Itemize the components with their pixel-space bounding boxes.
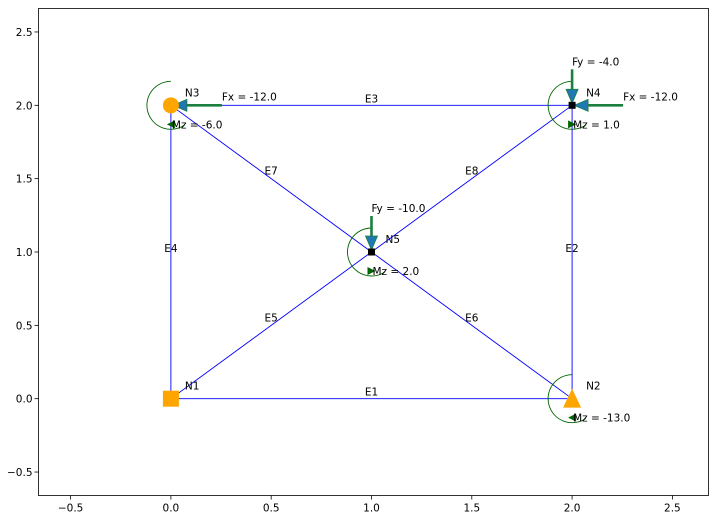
y-tick-label: 0.5 — [16, 320, 33, 332]
support-square-marker — [162, 390, 179, 407]
force-arrowhead — [364, 235, 379, 252]
element-label: E3 — [365, 93, 378, 105]
element-label: E8 — [465, 166, 478, 178]
force-arrowhead — [573, 98, 589, 112]
y-tick-label: −0.5 — [7, 467, 33, 479]
support-triangle-marker — [563, 388, 582, 408]
x-tick-label: 2.5 — [664, 503, 681, 515]
node-label: N1 — [185, 381, 200, 393]
element-label: E2 — [565, 243, 578, 255]
x-tick-label: 1.5 — [463, 503, 480, 515]
moment-label: Mz = 1.0 — [573, 119, 620, 131]
moment-arrowhead — [568, 413, 577, 422]
element-line — [170, 104, 372, 253]
moment-label: Mz = 2.0 — [372, 266, 419, 278]
node-label: N3 — [185, 87, 200, 99]
y-tick-label: 2.0 — [16, 100, 33, 112]
element-label: E6 — [465, 312, 479, 324]
moment-arc — [547, 374, 587, 424]
element-line — [170, 251, 372, 400]
x-tick-label: 2.0 — [564, 503, 581, 515]
support-circle-marker — [162, 97, 179, 114]
force-label: Fy = -10.0 — [371, 203, 425, 215]
element-label: E7 — [265, 166, 278, 178]
x-tick-label: −0.5 — [58, 503, 84, 515]
moment-arc — [146, 80, 185, 130]
moment-arc — [547, 80, 587, 130]
node-label: N5 — [385, 234, 400, 246]
node-marker — [367, 248, 375, 256]
node-label: N2 — [586, 381, 601, 393]
y-tick-label: 1.5 — [16, 174, 33, 186]
moment-arrowhead — [367, 267, 376, 275]
y-tick-label: 2.5 — [16, 27, 33, 39]
element-label: E5 — [265, 312, 278, 324]
node-label: N4 — [586, 87, 601, 99]
element-label: E4 — [164, 243, 178, 255]
x-tick-label: 0.5 — [263, 503, 280, 515]
force-arrowhead — [171, 98, 188, 112]
element-line — [371, 104, 573, 253]
y-tick-label: 0.0 — [16, 394, 33, 406]
moment-label: Mz = -13.0 — [573, 413, 630, 425]
plot-area: E1 E2 E3 E4 E5 E6 E7 E8 Mz = -13.0 Mz = -6.0 Mz = … — [146, 56, 678, 425]
element-line — [371, 251, 573, 400]
axes: −0.5 0.0 0.5 1.0 1.5 2.0 2.5 −0.5 0.0 0.5 1.0 1.5 2.… — [7, 27, 681, 515]
force-label: Fx = -12.0 — [623, 91, 678, 103]
x-tick-label: 0.0 — [163, 503, 180, 515]
element-label: E1 — [365, 387, 378, 399]
x-tick-label: 1.0 — [363, 503, 380, 515]
force-label: Fy = -4.0 — [572, 56, 619, 68]
moment-label: Mz = -6.0 — [172, 119, 223, 131]
moment-arc — [347, 227, 386, 277]
moment-arrowhead — [568, 120, 577, 129]
moment-arrowhead — [166, 120, 175, 129]
force-arrowhead — [565, 88, 579, 105]
node-marker — [568, 101, 576, 109]
force-label: Fx = -12.0 — [222, 91, 277, 103]
y-tick-label: 1.0 — [16, 247, 33, 259]
